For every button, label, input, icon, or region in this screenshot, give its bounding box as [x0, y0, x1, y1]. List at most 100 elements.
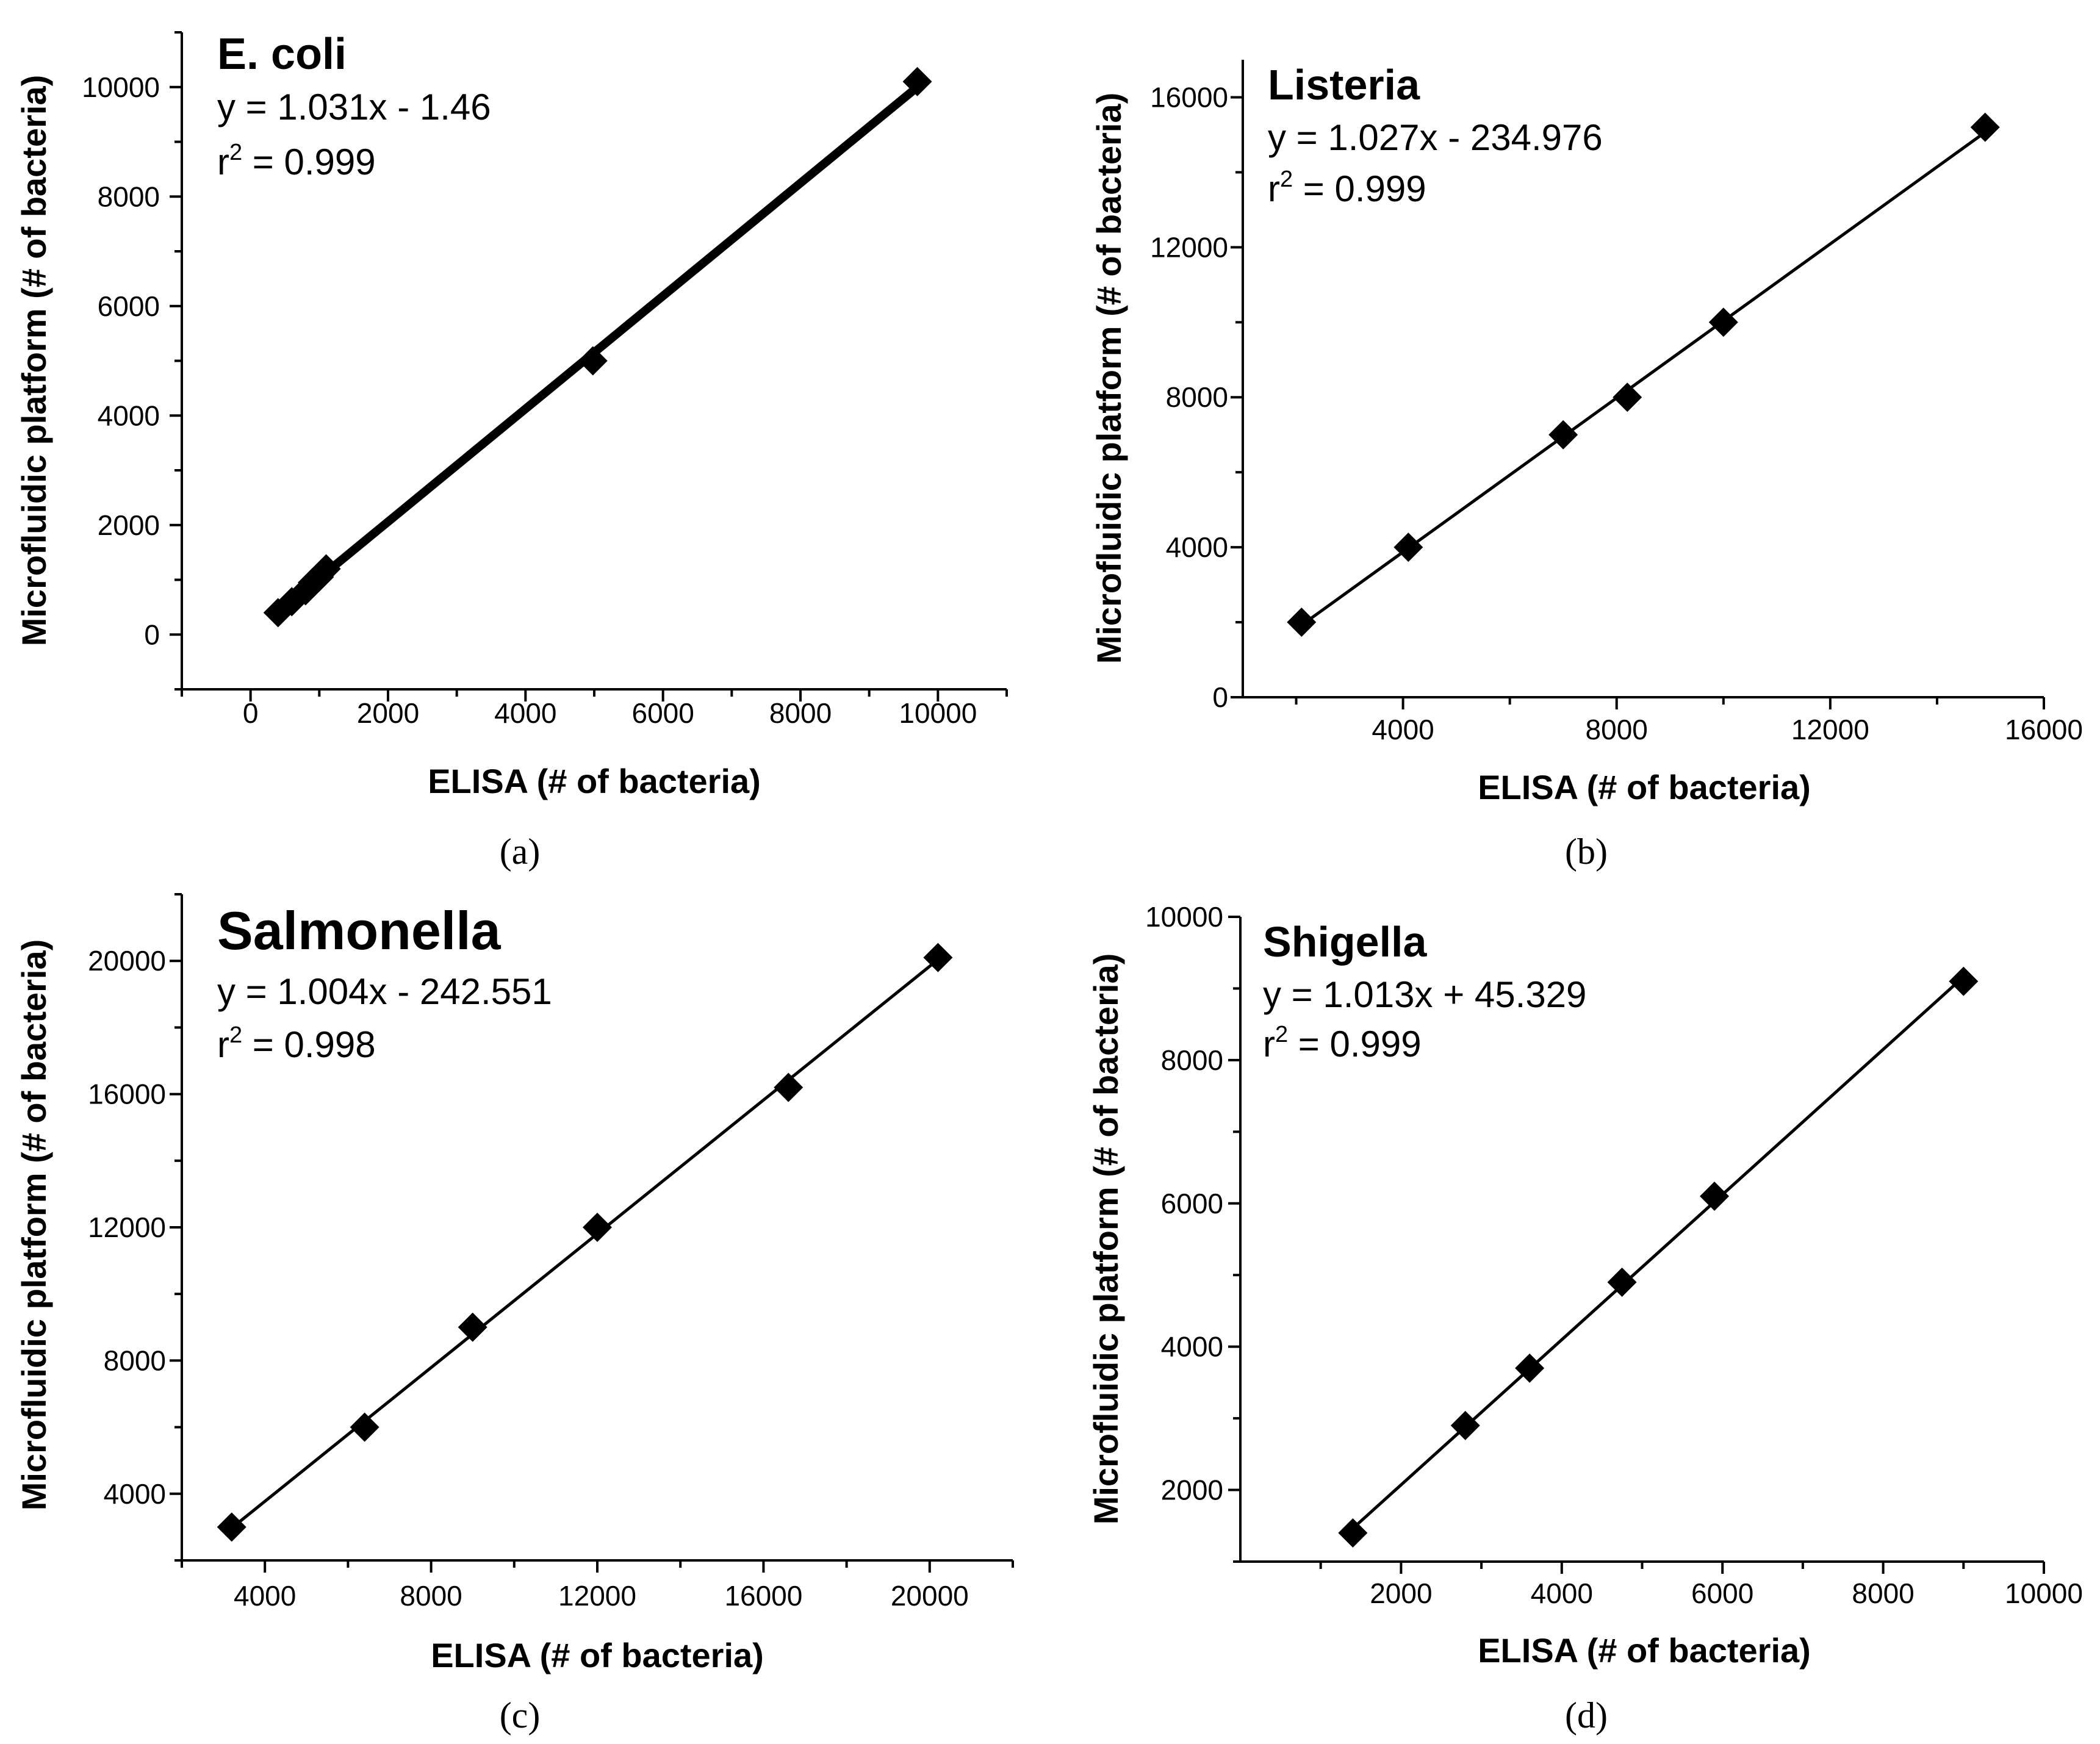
data-point [1708, 307, 1738, 337]
fit-line [273, 82, 922, 617]
x-tick-label: 8000 [1852, 1577, 1914, 1609]
x-tick-label: 6000 [1691, 1577, 1753, 1609]
x-tick-label: 10000 [2005, 1577, 2083, 1609]
panel-label: (b) [1565, 831, 1608, 872]
x-tick-label: 16000 [2005, 714, 2083, 745]
x-axis-label: ELISA (# of bacteria) [431, 1636, 764, 1674]
y-tick-label: 4000 [1161, 1331, 1223, 1363]
y-tick-label: 16000 [1150, 81, 1228, 113]
chart-panel-3: 4000 8000 12000 16000 20000 4000 8000 12000 1600… [15, 893, 1014, 1735]
x-tick-label: 10000 [899, 697, 977, 729]
y-tick-label: 2000 [98, 509, 160, 541]
chart-title: Shigella [1263, 918, 1427, 966]
y-tick-label: 8000 [1161, 1044, 1223, 1076]
chart-panel-1: 0 2000 4000 6000 8000 10000 0 2000 4000 6000 8000 1… [15, 30, 1008, 872]
fit-equation: y = 1.013x + 45.329 [1263, 974, 1586, 1015]
data-point [1700, 1182, 1730, 1211]
x-tick-label: 4000 [1531, 1577, 1593, 1609]
data-point [578, 346, 608, 376]
r-squared-symbol: r [1263, 1024, 1275, 1064]
y-tick-label: 10000 [1145, 901, 1223, 933]
x-tick-label: 12000 [1791, 714, 1869, 745]
data-point [1287, 608, 1317, 637]
x-tick-label: 4000 [234, 1580, 296, 1612]
x-tick-label: 6000 [631, 697, 694, 729]
y-tick-label: 4000 [98, 400, 160, 431]
chart-title: E. coli [217, 30, 347, 79]
y-tick-label: 8000 [104, 1344, 166, 1376]
y-tick-label: 6000 [1161, 1188, 1223, 1219]
x-tick-label: 2000 [1370, 1577, 1432, 1609]
r-squared: r2 = 0.999 [217, 140, 376, 182]
fit-equation: y = 1.031x - 1.46 [217, 87, 491, 127]
x-tick-label: 16000 [724, 1580, 802, 1612]
fit-equation: y = 1.027x - 234.976 [1268, 117, 1603, 158]
r-squared-exponent: 2 [1275, 1022, 1288, 1047]
y-axis-label: Microfluidic platform (# of bacteria) [1087, 953, 1125, 1525]
data-point [1613, 382, 1642, 412]
x-tick-label: 2000 [357, 697, 419, 729]
y-tick-label: 12000 [1150, 231, 1228, 263]
y-axis-label: Microfluidic platform (# of bacteria) [15, 75, 53, 647]
r-squared-symbol: r [217, 142, 229, 182]
data-point [350, 1412, 379, 1442]
x-tick-label: 8000 [769, 697, 832, 729]
x-tick-label: 8000 [400, 1580, 462, 1612]
data-point [1949, 966, 1979, 996]
x-axis-label: ELISA (# of bacteria) [1478, 768, 1811, 806]
x-axis-label: ELISA (# of bacteria) [428, 762, 761, 800]
panel-label: (c) [500, 1695, 541, 1735]
data-point [774, 1072, 804, 1102]
panel-label: (d) [1565, 1695, 1608, 1735]
y-tick-label: 0 [144, 619, 160, 650]
y-tick-label: 4000 [1166, 531, 1228, 563]
data-point [1515, 1353, 1545, 1383]
r-squared-value: = 0.998 [242, 1024, 376, 1065]
y-tick-label: 6000 [98, 290, 160, 322]
panel-label: (a) [500, 831, 541, 872]
y-tick-label: 12000 [88, 1211, 166, 1243]
data-point [1450, 1410, 1480, 1440]
y-tick-label: 0 [1212, 681, 1228, 713]
r-squared-value: = 0.999 [1288, 1024, 1422, 1064]
r-squared-exponent: 2 [229, 140, 242, 165]
r-squared: r2 = 0.998 [217, 1022, 376, 1065]
r-squared-symbol: r [217, 1024, 229, 1065]
data-point [583, 1213, 612, 1242]
data-point [1393, 533, 1423, 562]
x-axis-label: ELISA (# of bacteria) [1478, 1631, 1811, 1670]
y-tick-label: 16000 [88, 1078, 166, 1110]
y-axis-label: Microfluidic platform (# of bacteria) [15, 939, 53, 1511]
data-point [311, 554, 341, 584]
y-tick-label: 10000 [82, 71, 160, 103]
y-tick-label: 8000 [1166, 381, 1228, 413]
chart-panel-2: 4000 8000 12000 16000 0 4000 8000 12000 16000 ELI… [1090, 60, 2083, 872]
data-point [1338, 1518, 1368, 1548]
y-tick-label: 20000 [88, 945, 166, 977]
x-tick-label: 4000 [1372, 714, 1434, 745]
data-point [1970, 112, 2000, 142]
y-tick-label: 2000 [1161, 1474, 1223, 1506]
chart-panel-4: 2000 4000 6000 8000 10000 2000 4000 6000 8000 100… [1087, 901, 2083, 1735]
data-point [902, 66, 932, 96]
r-squared: r2 = 0.999 [1268, 167, 1426, 209]
fit-line [230, 958, 940, 1530]
y-axis-label: Microfluidic platform (# of bacteria) [1090, 93, 1128, 664]
data-point [217, 1512, 246, 1542]
data-point [1548, 420, 1578, 450]
x-tick-label: 0 [243, 697, 259, 729]
data-point [458, 1312, 487, 1342]
data-point [923, 942, 953, 972]
chart-title: Salmonella [217, 900, 502, 961]
r-squared-symbol: r [1268, 168, 1280, 209]
fit-equation: y = 1.004x - 242.551 [217, 971, 552, 1012]
x-tick-label: 4000 [494, 697, 556, 729]
x-tick-label: 8000 [1586, 714, 1648, 745]
r-squared-value: = 0.999 [1293, 168, 1426, 209]
r-squared: r2 = 0.999 [1263, 1022, 1422, 1064]
y-tick-label: 8000 [98, 181, 160, 212]
y-tick-label: 4000 [104, 1478, 166, 1510]
r-squared-exponent: 2 [229, 1022, 242, 1048]
data-point [1607, 1267, 1637, 1297]
